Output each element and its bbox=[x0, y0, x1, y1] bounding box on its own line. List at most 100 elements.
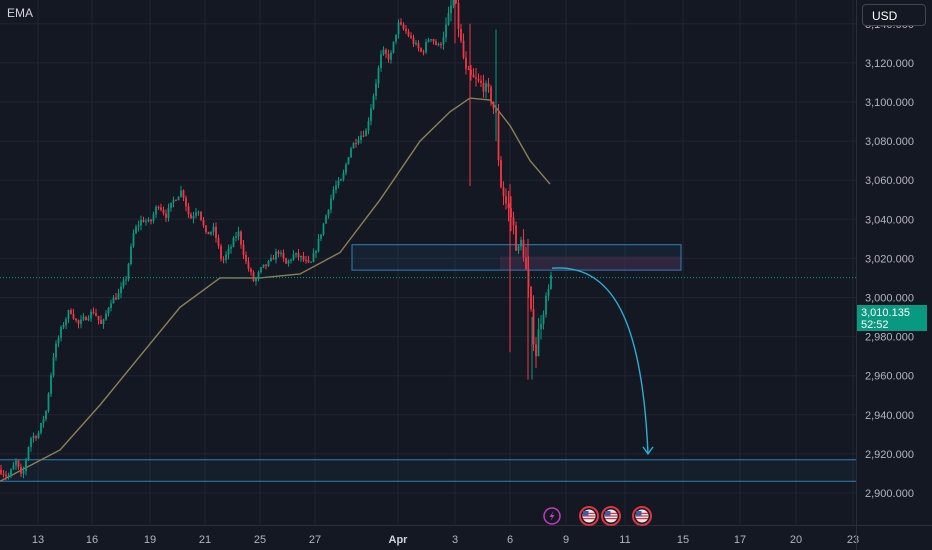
candle-body bbox=[42, 419, 45, 423]
flash-icon[interactable] bbox=[543, 507, 561, 525]
candle-body bbox=[120, 286, 122, 294]
candle-body bbox=[122, 280, 125, 287]
y-tick-label: 2,920.000 bbox=[865, 449, 914, 461]
candles bbox=[0, 0, 552, 481]
candle-body bbox=[320, 234, 322, 239]
candle-body bbox=[167, 207, 170, 219]
candle-body bbox=[445, 24, 447, 38]
candle-body bbox=[137, 225, 140, 227]
candle-body bbox=[485, 83, 487, 92]
candle-body bbox=[40, 422, 42, 433]
candle-body bbox=[262, 264, 265, 268]
candle-body bbox=[30, 438, 32, 448]
candle-body bbox=[455, 0, 457, 4]
x-tick-label: 9 bbox=[563, 534, 569, 546]
candle-body bbox=[500, 160, 502, 188]
candle-body bbox=[317, 238, 320, 252]
events bbox=[543, 506, 652, 526]
us-flag-icon[interactable] bbox=[632, 506, 652, 526]
candle-body bbox=[230, 246, 232, 249]
candle-body bbox=[465, 57, 467, 70]
candle-body bbox=[7, 476, 10, 478]
candle-body bbox=[330, 198, 332, 210]
us-flag-icon[interactable] bbox=[601, 506, 621, 526]
candle-body bbox=[87, 318, 90, 321]
candle-body bbox=[530, 286, 532, 310]
currency-button[interactable]: USD bbox=[862, 4, 926, 26]
candle-body bbox=[85, 316, 87, 321]
candle-body bbox=[2, 473, 5, 475]
candle-body bbox=[302, 256, 305, 260]
forecast-arrow-head bbox=[642, 446, 654, 456]
candle-body bbox=[427, 39, 430, 42]
candle-body bbox=[410, 36, 412, 38]
candle-body bbox=[192, 215, 195, 219]
candle-body bbox=[442, 37, 445, 45]
x-tick-label: 3 bbox=[452, 534, 458, 546]
candle-body bbox=[105, 313, 107, 320]
candle-body bbox=[360, 135, 362, 140]
x-tick-label: 15 bbox=[677, 534, 689, 546]
candle-body bbox=[205, 225, 207, 232]
candle-body bbox=[350, 148, 352, 158]
candle-body bbox=[280, 252, 282, 254]
forecast-arrow[interactable] bbox=[551, 267, 649, 454]
candle-body bbox=[352, 142, 355, 149]
candle-body bbox=[295, 252, 297, 255]
candle-body bbox=[220, 245, 222, 260]
candle-body bbox=[125, 279, 127, 281]
candle-body bbox=[497, 112, 500, 161]
candle-body bbox=[487, 83, 490, 88]
candle-body bbox=[335, 185, 337, 190]
candle-body bbox=[177, 196, 180, 201]
candle-body bbox=[382, 49, 385, 55]
candle-body bbox=[370, 108, 372, 122]
candle-body bbox=[407, 31, 410, 37]
x-tick-label: 21 bbox=[199, 534, 211, 546]
candle-body bbox=[50, 375, 52, 394]
candle-body bbox=[180, 190, 182, 197]
countdown-timer: 52:52 bbox=[861, 319, 889, 331]
candle-body bbox=[265, 264, 267, 266]
candle-body bbox=[187, 206, 190, 215]
candle-body bbox=[355, 142, 357, 144]
candle-body bbox=[222, 259, 225, 261]
candle-body bbox=[512, 217, 515, 226]
candle-body bbox=[325, 215, 327, 224]
candle-body bbox=[45, 410, 47, 420]
candle-body bbox=[357, 139, 360, 144]
candle-body bbox=[542, 314, 545, 324]
candle-body bbox=[535, 344, 537, 357]
candle-body bbox=[492, 101, 495, 109]
candle-body bbox=[252, 272, 255, 282]
candle-body bbox=[440, 43, 442, 45]
y-tick-label: 2,960.000 bbox=[865, 371, 914, 383]
candle-body bbox=[502, 187, 505, 197]
candle-body bbox=[272, 258, 275, 260]
candle-body bbox=[532, 309, 535, 345]
x-tick-label: Apr bbox=[389, 534, 409, 546]
us-flag-icon[interactable] bbox=[579, 506, 599, 526]
candle-body bbox=[475, 77, 477, 79]
candle-body bbox=[92, 311, 95, 314]
candle-body bbox=[290, 259, 292, 261]
candle-body bbox=[100, 320, 102, 325]
candle-body bbox=[217, 237, 220, 246]
indicator-label[interactable]: EMA bbox=[7, 6, 34, 20]
last-price-tag: 3,010.135 52:52 bbox=[857, 305, 927, 331]
candle-body bbox=[245, 255, 247, 262]
candle-body bbox=[380, 54, 382, 69]
x-tick-label: 16 bbox=[86, 534, 98, 546]
candle-body bbox=[292, 254, 295, 260]
candle-body bbox=[210, 231, 212, 235]
support-zone bbox=[0, 459, 856, 482]
candle-body bbox=[207, 231, 210, 235]
x-tick-label: 6 bbox=[507, 534, 513, 546]
y-tick-label: 3,020.000 bbox=[865, 253, 914, 265]
y-tick-label: 2,940.000 bbox=[865, 410, 914, 422]
candle-body bbox=[275, 251, 277, 260]
candle-body bbox=[150, 219, 152, 222]
candle-body bbox=[510, 208, 512, 218]
candle-body bbox=[547, 288, 550, 296]
